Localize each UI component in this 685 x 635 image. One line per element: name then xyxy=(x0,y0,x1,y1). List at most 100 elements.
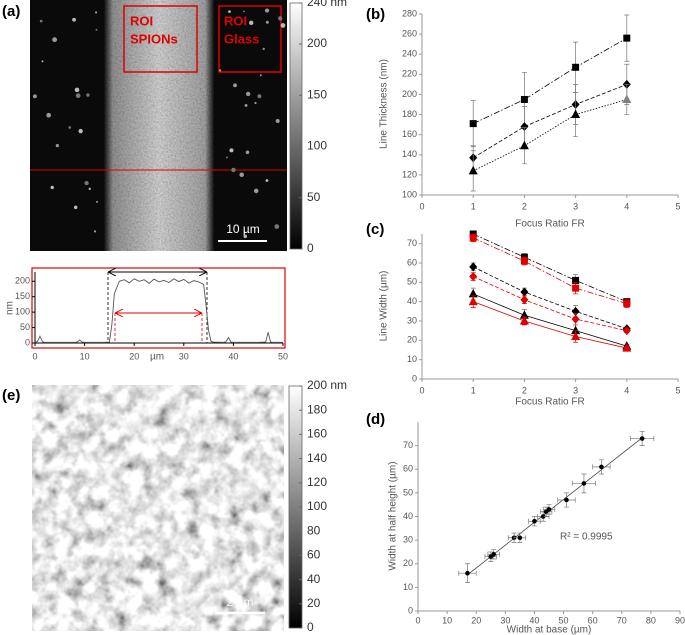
y-axis-label: Line Thickness (nm) xyxy=(379,59,390,149)
x-tick-label: 20 xyxy=(129,351,139,361)
speckle xyxy=(245,91,251,97)
speckle xyxy=(228,10,231,13)
speckle xyxy=(55,144,59,148)
afm-image-e: 2 µm xyxy=(32,385,284,631)
colorbar-label: 50 xyxy=(307,190,321,204)
speckle xyxy=(32,94,37,99)
speckle xyxy=(52,37,58,43)
colorbar-label: 100 xyxy=(307,499,327,513)
speckle xyxy=(68,126,72,129)
marker xyxy=(491,552,496,557)
colorbar-label: 40 xyxy=(307,572,321,586)
series-line xyxy=(473,301,627,349)
speckle xyxy=(242,10,245,13)
marker xyxy=(520,122,529,132)
roi-box xyxy=(218,5,282,73)
marker xyxy=(520,257,528,265)
colorbar-label: 240 nm xyxy=(307,0,347,9)
speckle xyxy=(259,74,262,77)
colorbar-label: 120 xyxy=(307,475,327,489)
x-tick-label: 90 xyxy=(675,615,685,625)
y-tick-label: 50 xyxy=(20,322,30,332)
x-tick-label: 0 xyxy=(415,615,420,625)
speckle xyxy=(233,83,237,88)
x-axis-label: Width at base (µm) xyxy=(507,625,592,635)
series-line xyxy=(473,99,627,172)
speckle xyxy=(274,224,280,229)
marker xyxy=(519,316,529,325)
x-tick-label: 0 xyxy=(32,351,37,361)
colorbar xyxy=(289,2,303,250)
y-tick-label: 200 xyxy=(15,276,30,286)
speckle xyxy=(75,93,81,99)
speckle xyxy=(225,156,228,159)
y-tick-label: 20 xyxy=(407,335,417,345)
colorbar-label: 200 xyxy=(307,36,327,50)
x-tick-label: 0 xyxy=(419,201,424,211)
marker xyxy=(639,436,645,441)
marker xyxy=(622,94,632,103)
x-tick-label: 1 xyxy=(471,201,476,211)
trendline xyxy=(467,437,643,576)
x-tick-label: 60 xyxy=(588,615,598,625)
marker xyxy=(572,63,580,71)
colorbar-label: 180 xyxy=(307,402,327,416)
speckle xyxy=(78,128,83,134)
x-tick-label: 40 xyxy=(529,615,539,625)
y-tick-label: 240 xyxy=(402,49,417,59)
marker xyxy=(572,284,580,292)
speckle xyxy=(243,234,248,239)
y-tick-label: 10 xyxy=(407,354,417,364)
panel-label: (d) xyxy=(366,411,385,428)
y-tick-label: 20 xyxy=(403,558,413,568)
x-tick-label: 4 xyxy=(624,201,629,211)
x-tick-label: 4 xyxy=(624,385,629,395)
y-tick-label: 140 xyxy=(402,149,417,159)
speckle xyxy=(275,119,280,124)
marker xyxy=(520,95,528,103)
x-tick-label: 80 xyxy=(646,615,656,625)
speckle xyxy=(95,28,98,31)
y-tick-label: 70 xyxy=(407,238,417,248)
panel-label: (e) xyxy=(2,387,20,404)
y-tick-label: 100 xyxy=(15,307,30,317)
y-tick-label: 60 xyxy=(403,464,413,474)
x-tick-label: 1 xyxy=(471,385,476,395)
y-tick-label: 30 xyxy=(407,315,417,325)
x-tick-label: 10 xyxy=(80,351,90,361)
panel-label: (b) xyxy=(366,6,385,23)
y-tick-label: 160 xyxy=(402,129,417,139)
roi-label: ROI xyxy=(224,13,247,28)
marker xyxy=(572,276,580,284)
colorbar-label: 100 xyxy=(307,139,327,153)
speckle xyxy=(265,20,269,24)
marker xyxy=(469,120,477,128)
colorbar-label: 60 xyxy=(307,548,321,562)
speckle xyxy=(249,20,254,25)
y-axis-label: Width at half height (µm) xyxy=(388,461,399,570)
colorbar-label: 0 xyxy=(307,241,314,255)
panel-label: (a) xyxy=(2,3,20,20)
colorbar-label: 0 xyxy=(307,620,314,634)
speckle xyxy=(229,148,234,153)
speckle xyxy=(239,172,244,177)
speckle xyxy=(253,188,259,194)
marker xyxy=(520,295,529,305)
colorbar-label: 20 xyxy=(307,596,321,610)
marker xyxy=(469,262,478,272)
marker xyxy=(465,570,470,576)
speckle xyxy=(231,167,236,173)
y-tick-label: 40 xyxy=(403,511,413,521)
marker xyxy=(519,140,529,150)
speckle xyxy=(257,94,262,99)
speckle xyxy=(280,23,286,28)
marker xyxy=(571,109,581,119)
marker xyxy=(571,331,581,340)
speckle xyxy=(244,103,248,107)
roi-label: ROI xyxy=(130,13,153,28)
marker xyxy=(564,497,569,503)
x-tick-label: 30 xyxy=(179,351,189,361)
y-tick-label: 0 xyxy=(412,373,417,383)
speckle xyxy=(73,205,78,210)
marker xyxy=(468,288,478,298)
